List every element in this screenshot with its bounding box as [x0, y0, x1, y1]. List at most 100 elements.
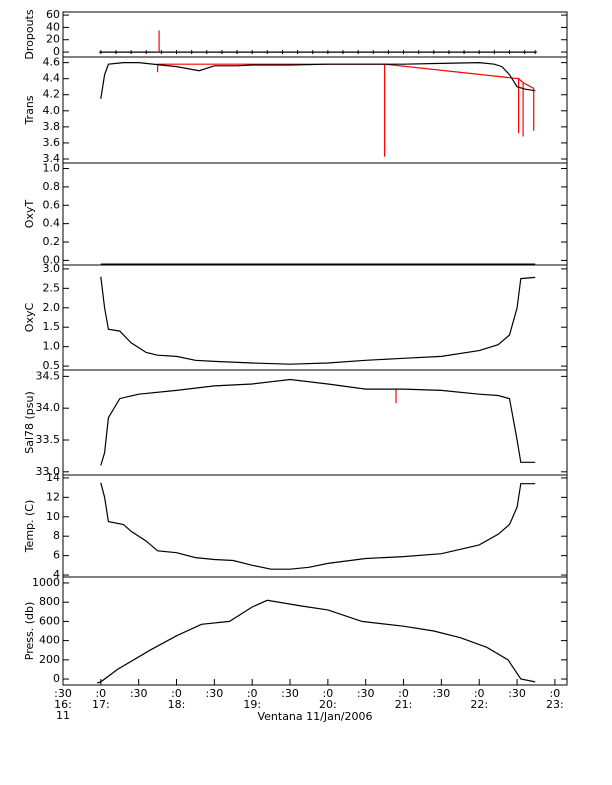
data-marker: [416, 50, 421, 55]
y-tick-label: 4.0: [43, 104, 61, 117]
data-marker: [265, 50, 270, 55]
y-tick-label: 0: [53, 45, 60, 58]
y-tick-label: 34.0: [36, 401, 61, 414]
data-marker: [189, 50, 194, 55]
panel-frame: [62, 369, 568, 476]
y-tick-label: 2.5: [43, 281, 61, 294]
y-tick-label: 1000: [32, 576, 60, 589]
data-marker: [431, 50, 436, 55]
y-axis-label: OxyT: [23, 200, 36, 229]
y-axis-label: Trans: [23, 95, 36, 125]
x-tick-label: :0: [323, 687, 334, 700]
y-tick-label: 3.0: [43, 262, 61, 275]
y-tick-label: 4.2: [43, 88, 61, 101]
y-axis-label: Press. (db): [23, 602, 36, 661]
panel-frame: [62, 11, 568, 58]
y-tick-label: 0: [53, 672, 60, 685]
y-tick-label: 0.0: [43, 253, 61, 266]
y-tick-label: 0.6: [43, 198, 61, 211]
data-marker: [446, 50, 451, 55]
panel-frame: [62, 162, 568, 266]
y-tick-label: 34.5: [36, 369, 61, 382]
data-marker: [533, 50, 538, 55]
x-tick-label: :30: [508, 687, 526, 700]
x-tick-label: :0: [95, 687, 106, 700]
x-tick-label: :0: [171, 687, 182, 700]
panel-frame: [62, 264, 568, 371]
data-marker: [204, 50, 209, 55]
y-tick-label: 800: [39, 595, 60, 608]
data-line: [157, 63, 535, 157]
x-tick-label: :30: [281, 687, 299, 700]
y-tick-label: 20: [46, 33, 60, 46]
data-line: [100, 276, 536, 365]
data-line: [100, 482, 536, 570]
x-hour-label: 20:: [319, 698, 337, 711]
data-marker: [522, 50, 527, 55]
y-tick-label: 1.0: [43, 340, 61, 353]
x-tick-label: :30: [130, 687, 148, 700]
data-marker: [371, 50, 376, 55]
data-marker: [492, 50, 497, 55]
y-axis-label: OxyC: [23, 303, 36, 333]
y-tick-label: 3.4: [43, 152, 61, 165]
x-tick-label: :0: [474, 687, 485, 700]
y-tick-label: 1.0: [43, 162, 61, 175]
x-tick-label: :30: [357, 687, 375, 700]
data-marker: [295, 50, 300, 55]
data-marker: [129, 50, 134, 55]
y-tick-label: 4.6: [43, 56, 61, 69]
x-hour-label: 23:: [546, 698, 564, 711]
x-tick-label: :30: [205, 687, 223, 700]
data-marker: [98, 50, 103, 55]
x-tick-label: :0: [550, 687, 561, 700]
y-tick-label: 8: [53, 529, 60, 542]
x-hour-label: 17:: [92, 698, 110, 711]
data-marker: [462, 50, 467, 55]
data-marker: [386, 50, 391, 55]
y-tick-label: 33.0: [36, 465, 61, 478]
y-tick-label: 200: [39, 653, 60, 666]
y-tick-label: 10: [46, 510, 60, 523]
x-tick-label: :30: [54, 687, 72, 700]
data-marker: [219, 50, 224, 55]
y-axis-label: Dropouts: [23, 9, 36, 59]
panel-frame: [62, 576, 568, 686]
y-tick-label: 60: [46, 8, 60, 21]
x-hour-label: 16:: [54, 698, 72, 711]
y-tick-label: 33.5: [36, 433, 61, 446]
panel-frame: [62, 56, 568, 164]
y-tick-label: 1.5: [43, 320, 61, 333]
x-hour-label: 22:: [470, 698, 488, 711]
y-tick-label: 0.5: [43, 359, 61, 372]
y-tick-label: 12: [46, 490, 60, 503]
x-hour-label: 19:: [243, 698, 261, 711]
y-tick-label: 14: [46, 471, 60, 484]
y-tick-label: 2.0: [43, 301, 61, 314]
y-tick-label: 400: [39, 634, 60, 647]
panel-frame: [62, 474, 568, 578]
x-tick-label: :0: [247, 687, 258, 700]
data-marker: [341, 50, 345, 55]
data-marker: [174, 50, 179, 55]
y-axis-label: Temp. (C): [23, 500, 36, 554]
x-tick-label: :30: [433, 687, 451, 700]
y-tick-label: 3.6: [43, 136, 61, 149]
data-line: [96, 599, 536, 684]
x-tick-label: :0: [398, 687, 409, 700]
data-line: [100, 378, 536, 466]
data-marker: [113, 50, 118, 55]
data-marker: [310, 50, 315, 55]
data-marker: [507, 50, 512, 55]
data-marker: [280, 50, 285, 55]
y-tick-label: 0.2: [43, 235, 61, 248]
data-marker: [477, 50, 482, 55]
data-marker: [401, 50, 406, 55]
y-tick-label: 0.4: [43, 217, 61, 230]
x-axis-label: Ventana 11/Jan/2006: [257, 710, 372, 723]
y-tick-label: 3.8: [43, 120, 61, 133]
data-marker: [144, 50, 149, 55]
y-tick-label: 600: [39, 614, 60, 627]
data-marker: [235, 50, 240, 55]
